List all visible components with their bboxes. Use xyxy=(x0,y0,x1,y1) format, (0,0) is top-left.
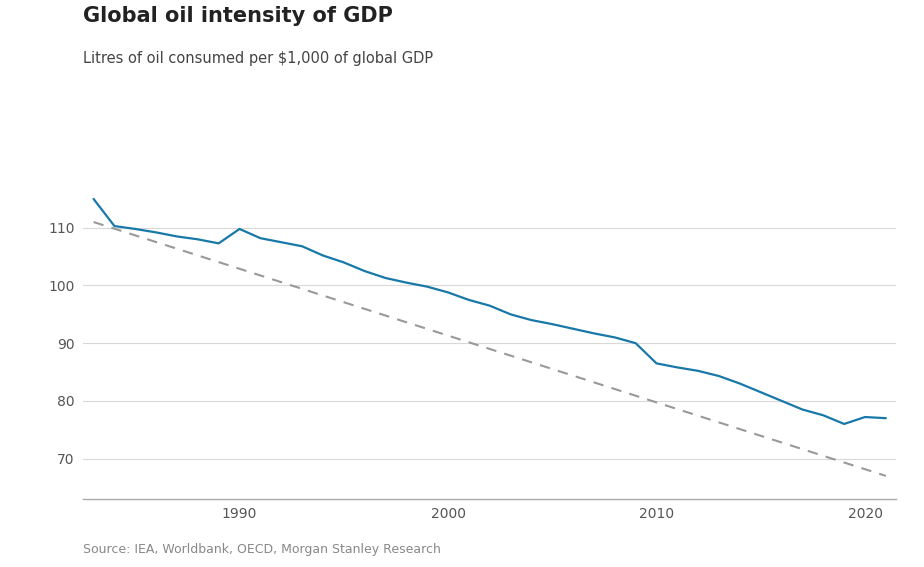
Text: Global oil intensity of GDP: Global oil intensity of GDP xyxy=(83,6,393,26)
Text: Litres of oil consumed per $1,000 of global GDP: Litres of oil consumed per $1,000 of glo… xyxy=(83,51,433,66)
Text: Source: IEA, Worldbank, OECD, Morgan Stanley Research: Source: IEA, Worldbank, OECD, Morgan Sta… xyxy=(83,543,441,556)
